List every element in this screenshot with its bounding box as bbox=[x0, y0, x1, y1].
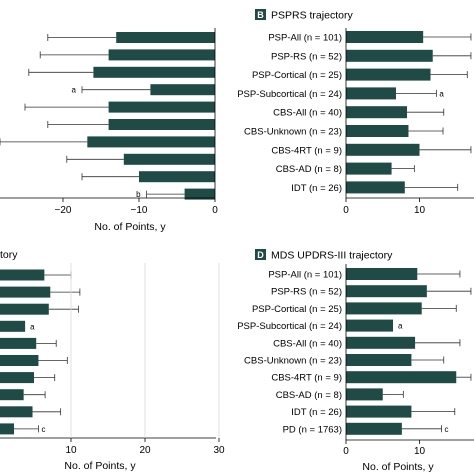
panel-c-bar bbox=[0, 406, 33, 418]
panel-d-bar bbox=[346, 336, 416, 349]
panel-d-category-label: PSP-Subcortical (n = 24) bbox=[237, 321, 342, 332]
panel-b-bar bbox=[346, 106, 408, 119]
panel-b-category-label: PSP-All (n = 101) bbox=[268, 33, 342, 44]
panel-a-bar bbox=[123, 153, 215, 165]
panel-b-category-label: CBS-All (n = 40) bbox=[273, 108, 342, 119]
panel-b-x-tick-label: 10 bbox=[414, 205, 426, 216]
panel-a-x-tick-label: −20 bbox=[55, 205, 72, 216]
panel-b-title: PSPRS trajectory bbox=[271, 10, 353, 22]
panel-a-bar bbox=[108, 101, 215, 113]
panel-d-category-label: CBS-4RT (n = 9) bbox=[271, 373, 342, 384]
panel-d-category-label: PSP-RS (n = 52) bbox=[271, 287, 342, 298]
panel-a-annotation: b bbox=[136, 190, 141, 199]
panel-d-bar bbox=[346, 422, 402, 435]
panel-a-bar bbox=[184, 188, 215, 200]
panel-c-bar bbox=[0, 320, 26, 332]
panel-d-badge bbox=[255, 249, 266, 260]
panel-a-x-tick-label: 0 bbox=[212, 205, 218, 216]
panel-a-bar bbox=[116, 32, 215, 43]
panel-b-category-label: PSP-Cortical (n = 25) bbox=[252, 70, 342, 81]
panel-b-category-label: PSP-Subcortical (n = 24) bbox=[237, 89, 342, 100]
panel-c-bar bbox=[0, 337, 37, 349]
panel-d-bar bbox=[346, 268, 418, 280]
panel-b-badge bbox=[255, 9, 266, 20]
panel-d-title: MDS UPDRS-III trajectory bbox=[271, 250, 393, 262]
panel-d-x-axis-label: No. of Points, y bbox=[362, 461, 434, 473]
panel-c-x-tick-label: 30 bbox=[213, 445, 225, 456]
panel-c-bar bbox=[0, 389, 24, 401]
panel-c-bar bbox=[0, 269, 45, 281]
panel-d-category-label: CBS-All (n = 40) bbox=[273, 338, 342, 349]
panel-c-bar bbox=[0, 355, 39, 366]
panel-d-category-label: IDT (n = 26) bbox=[291, 407, 342, 418]
panel-d-bar bbox=[346, 405, 412, 418]
panel-c-bar bbox=[0, 372, 34, 384]
panel-b-annotation: a bbox=[439, 89, 444, 98]
panel-b-bar bbox=[346, 125, 409, 137]
panel-c-title: tory bbox=[0, 249, 18, 261]
panel-d-bar bbox=[346, 285, 427, 298]
panel-b-category-label: PSP-RS (n = 52) bbox=[271, 51, 342, 62]
panel-d-bar bbox=[346, 319, 394, 332]
panel-c-bar bbox=[0, 423, 15, 435]
panel-b-bar bbox=[346, 87, 396, 100]
panel-a-bar bbox=[108, 119, 215, 130]
panel-c-annotation: c bbox=[41, 425, 45, 434]
panel-c-x-tick-label: 10 bbox=[65, 445, 77, 456]
panel-a-x-axis-label: No. of Points, y bbox=[94, 221, 166, 233]
panel-c-x-axis-label: No. of Points, y bbox=[64, 460, 136, 472]
panel-c-bar bbox=[0, 286, 51, 298]
panel-d-x-tick-label: 0 bbox=[343, 446, 349, 457]
panel-b-x-tick-label: 0 bbox=[343, 205, 349, 216]
panel-b-bar bbox=[346, 162, 392, 175]
panel-a-annotation: a bbox=[72, 86, 77, 95]
panel-b-category-label: IDT (n = 26) bbox=[291, 183, 342, 194]
panel-a-x-tick-label: −10 bbox=[131, 205, 148, 216]
panel-b-category-label: CBS-Unknown (n = 23) bbox=[244, 127, 342, 138]
panel-c-x-tick-label: 20 bbox=[139, 445, 151, 456]
panel-a-bar bbox=[93, 66, 215, 78]
panel-d-bar bbox=[346, 388, 383, 401]
panel-b-bar bbox=[346, 143, 420, 156]
panel-d-annotation: a bbox=[398, 322, 403, 331]
panel-a-bar bbox=[87, 136, 215, 148]
panel-a-bar bbox=[108, 49, 215, 61]
panel-c-bar bbox=[0, 303, 49, 315]
panel-b-bar bbox=[346, 68, 431, 81]
panel-d-annotation: c bbox=[445, 425, 449, 434]
panel-d-letter: D bbox=[257, 250, 264, 260]
panel-d-bar bbox=[346, 354, 412, 366]
panel-d-bar bbox=[346, 371, 457, 384]
panel-d-x-tick-label: 10 bbox=[414, 446, 426, 457]
panel-c-annotation: a bbox=[30, 322, 35, 331]
panel-d-bar bbox=[346, 302, 422, 315]
panel-d-category-label: CBS-Unknown (n = 23) bbox=[244, 356, 342, 367]
panel-b-bar bbox=[346, 31, 424, 43]
panel-d-category-label: PD (n = 1763) bbox=[283, 424, 342, 435]
panel-d-category-label: PSP-Cortical (n = 25) bbox=[252, 304, 342, 315]
panel-d-category-label: PSP-All (n = 101) bbox=[268, 270, 342, 281]
panel-b-bar bbox=[346, 49, 433, 62]
panel-b-bar bbox=[346, 181, 405, 194]
panel-b-category-label: CBS-AD (n = 8) bbox=[276, 164, 342, 175]
panel-a-bar bbox=[139, 171, 215, 183]
panel-d-category-label: CBS-AD (n = 8) bbox=[276, 390, 342, 401]
panel-a-bar bbox=[150, 84, 215, 96]
panel-b-category-label: CBS-4RT (n = 9) bbox=[271, 145, 342, 156]
panel-b-letter: B bbox=[257, 10, 264, 20]
